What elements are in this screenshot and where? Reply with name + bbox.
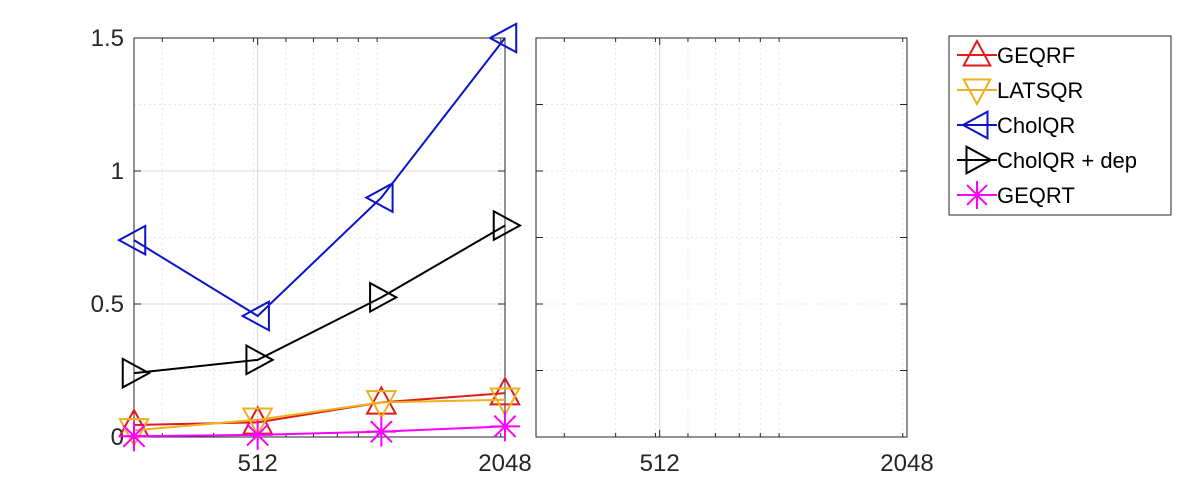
series-point-cholqr-dep xyxy=(492,209,523,242)
legend: GEQRF LATSQR CholQR CholQR + dep GEQRT xyxy=(948,35,1172,216)
legend-label-latsqr: LATSQR xyxy=(997,78,1083,103)
series-point-latsqr xyxy=(365,390,398,420)
series-point-latsqr xyxy=(118,418,150,448)
series-point-geqrf xyxy=(365,385,398,415)
series-line-cholqr-dep xyxy=(133,224,506,375)
y-tick-label: 1.5 xyxy=(91,25,124,52)
series-point-cholqr xyxy=(487,22,518,54)
series-point-latsqr xyxy=(489,387,521,417)
y-tick-label: 0 xyxy=(111,424,124,451)
series-point-cholqr xyxy=(240,300,270,332)
y-tick-label: 1 xyxy=(111,158,124,185)
x-tick-label: 2048 xyxy=(478,450,531,477)
series-point-geqrt xyxy=(119,421,149,452)
series-line-cholqr xyxy=(133,37,506,318)
legend-label-geqrf: GEQRF xyxy=(997,43,1075,68)
legend-marker-geqrf xyxy=(962,38,992,67)
series-point-geqrt xyxy=(366,416,397,447)
legend-label-cholqr: CholQR xyxy=(997,113,1075,138)
series-point-geqrt xyxy=(490,411,520,442)
series-point-cholqr xyxy=(116,224,147,257)
legend-marker-geqrt xyxy=(963,181,991,209)
series-line-geqrf xyxy=(133,392,506,427)
series-point-cholqr xyxy=(364,181,394,214)
legend-marker-cholqr-dep xyxy=(965,145,994,175)
series-point-cholqr-dep xyxy=(369,281,399,314)
legend-marker-latsqr xyxy=(962,78,992,107)
series-line-geqrt xyxy=(133,425,506,438)
series-line-latsqr xyxy=(133,398,506,432)
series-point-geqrf xyxy=(489,376,521,406)
x-tick-label: 2048 xyxy=(880,450,933,477)
axes-border xyxy=(133,37,506,438)
series-point-cholqr-dep xyxy=(245,343,275,376)
legend-label-geqrt: GEQRT xyxy=(997,183,1075,208)
series-point-geqrt xyxy=(242,419,273,450)
right-axes: 512 2048 xyxy=(535,37,934,477)
legend-label-cholqr-dep: CholQR + dep xyxy=(997,148,1137,173)
x-tick-label: 512 xyxy=(640,450,680,477)
series-point-cholqr-dep xyxy=(121,357,152,390)
legend-marker-cholqr xyxy=(960,110,989,140)
x-tick-label: 512 xyxy=(238,450,278,477)
left-axes: 512 2048 0 0.5 1 1.5 xyxy=(91,22,532,477)
y-tick-label: 0.5 xyxy=(91,291,124,318)
series-point-latsqr xyxy=(241,407,274,437)
